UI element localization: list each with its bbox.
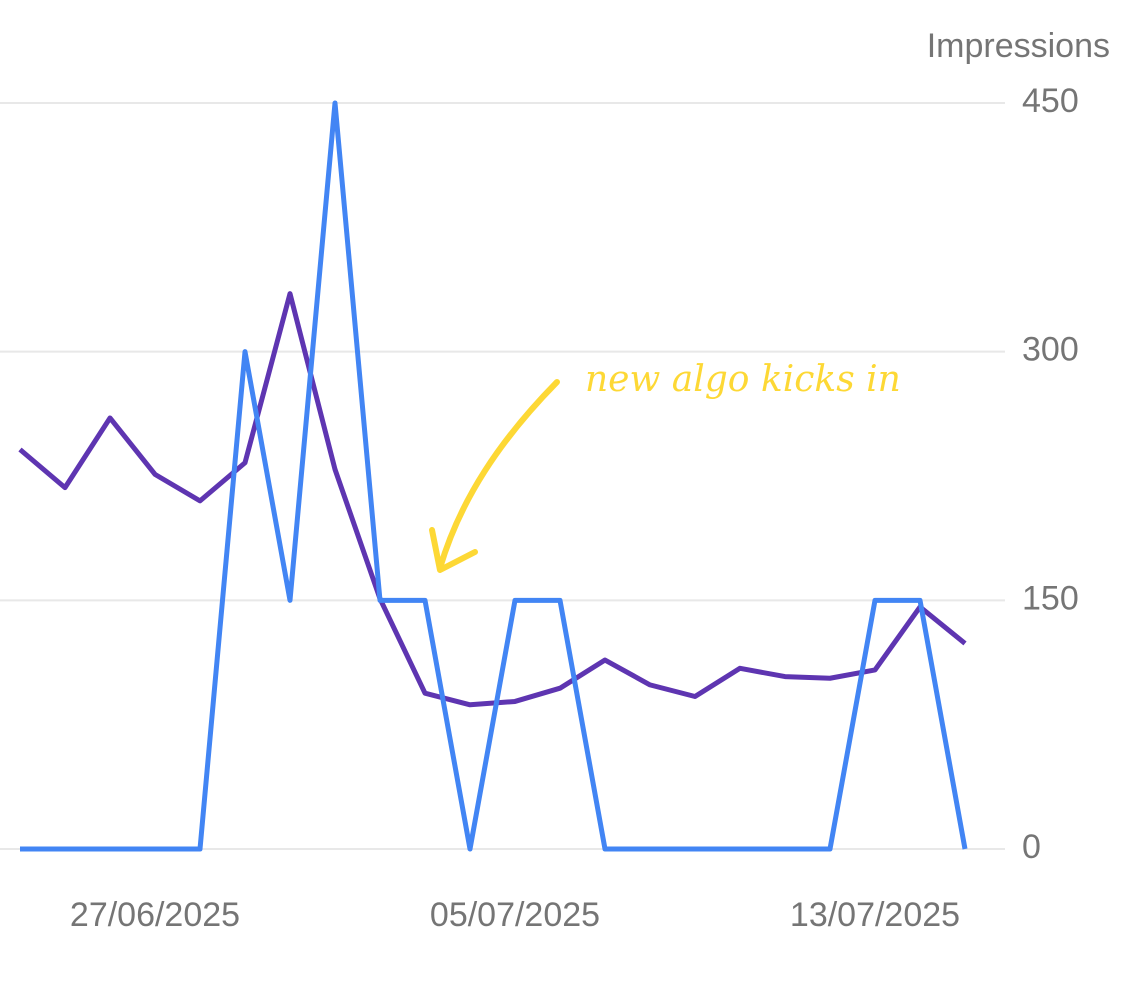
y-axis-title: Impressions: [927, 27, 1110, 65]
plot-area: [18, 100, 968, 852]
y-tick-label: 0: [1022, 828, 1041, 866]
annotation-arrowhead: [429, 527, 478, 573]
series-line: [20, 100, 968, 852]
annotation-arrow: [437, 379, 560, 571]
grid: [0, 102, 1005, 850]
series-line: [18, 291, 967, 708]
y-tick-label: 450: [1022, 82, 1079, 120]
x-tick-label: 05/07/2025: [430, 896, 600, 934]
annotation: new algo kicks in: [585, 359, 901, 400]
x-tick-label: 13/07/2025: [790, 896, 960, 934]
y-tick-label: 300: [1022, 331, 1079, 369]
y-tick-label: 150: [1022, 579, 1079, 617]
x-tick-label: 27/06/2025: [70, 896, 240, 934]
